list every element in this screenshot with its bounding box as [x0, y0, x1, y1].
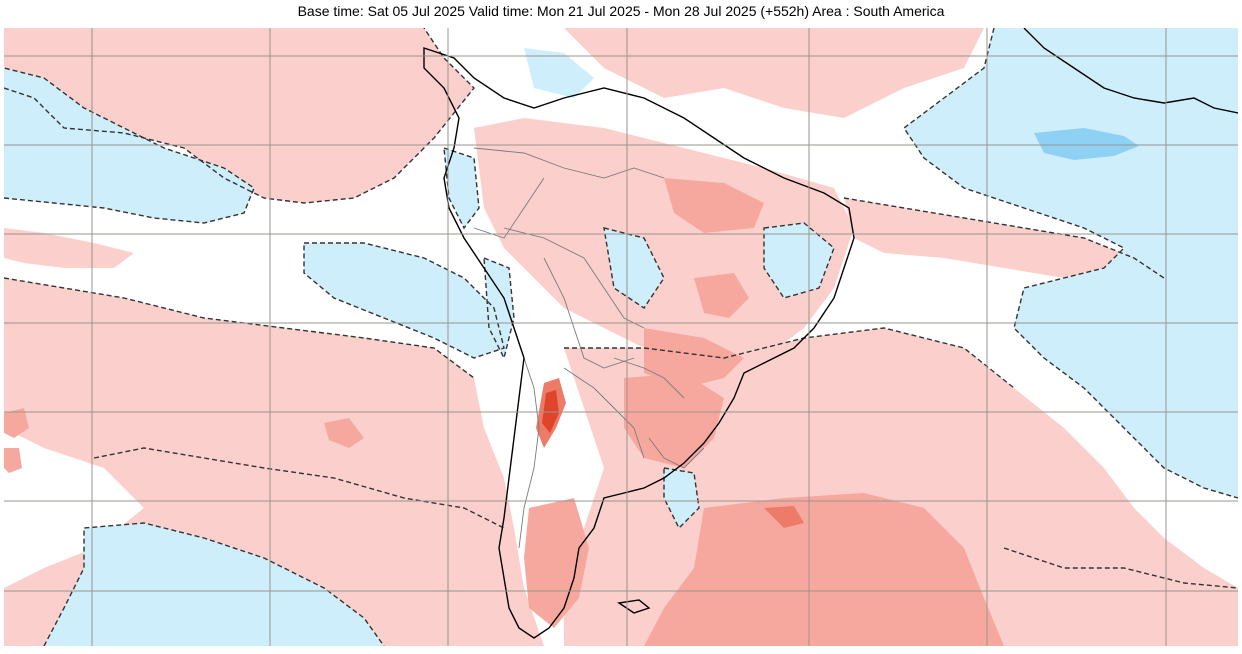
- map-canvas: [4, 28, 1238, 646]
- graticule: [4, 28, 1238, 646]
- anomaly-map: [4, 28, 1238, 646]
- coastline: [423, 28, 1238, 639]
- cool-anomaly-medium: [1034, 128, 1139, 160]
- chart-title: Base time: Sat 05 Jul 2025 Valid time: M…: [297, 3, 945, 19]
- warm-anomaly-medium: [4, 178, 1004, 646]
